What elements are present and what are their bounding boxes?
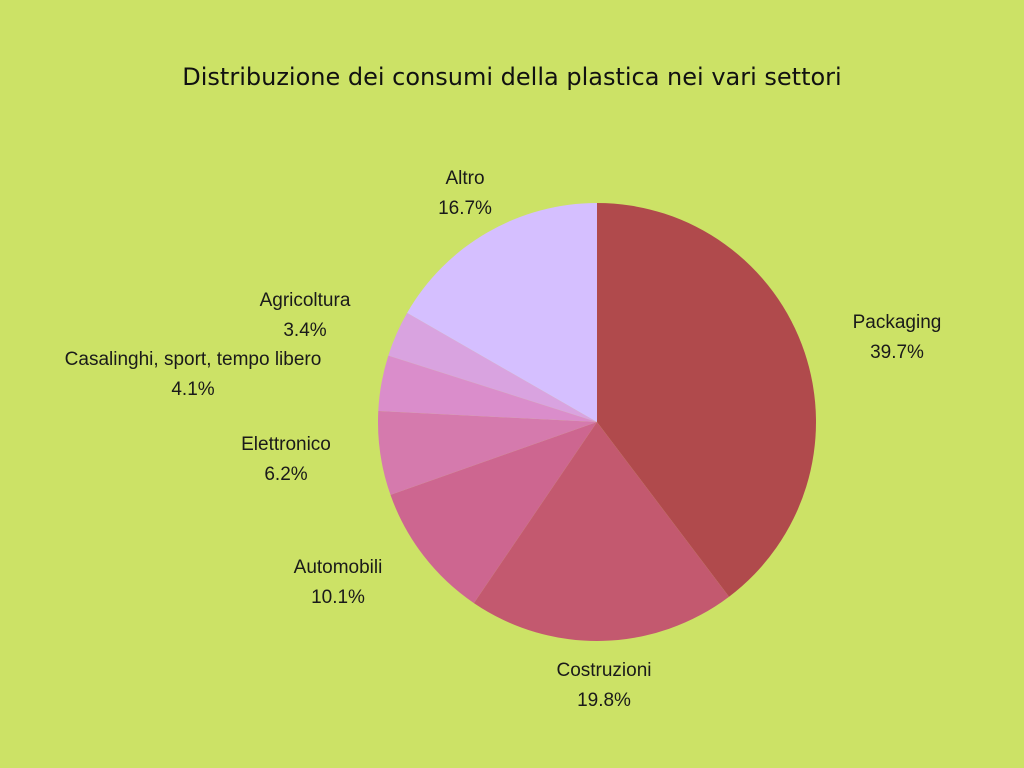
slice-value-label: 19.8%	[577, 690, 631, 711]
pie-slice	[378, 355, 597, 422]
pie-slice	[388, 312, 597, 422]
pie-slice	[378, 410, 597, 495]
slice-label: Automobili	[294, 557, 383, 578]
slice-label: Altro	[445, 168, 484, 189]
slice-label: Elettronico	[241, 434, 331, 455]
pie-slice	[597, 203, 816, 597]
slice-label: Casalinghi, sport, tempo libero	[65, 349, 322, 370]
pie-slice	[390, 422, 597, 604]
slice-label: Costruzioni	[556, 660, 651, 681]
slice-value-label: 10.1%	[311, 587, 365, 608]
slice-value-label: 16.7%	[438, 198, 492, 219]
slice-label: Packaging	[853, 312, 942, 333]
slice-value-label: 4.1%	[171, 379, 214, 400]
pie-slice	[473, 422, 730, 641]
slice-value-label: 3.4%	[283, 320, 326, 341]
slice-label: Agricoltura	[260, 290, 351, 311]
slice-value-label: 39.7%	[870, 342, 924, 363]
slice-value-label: 6.2%	[264, 464, 307, 485]
chart-title: Distribuzione dei consumi della plastica…	[182, 63, 841, 91]
pie-slice	[407, 203, 597, 422]
